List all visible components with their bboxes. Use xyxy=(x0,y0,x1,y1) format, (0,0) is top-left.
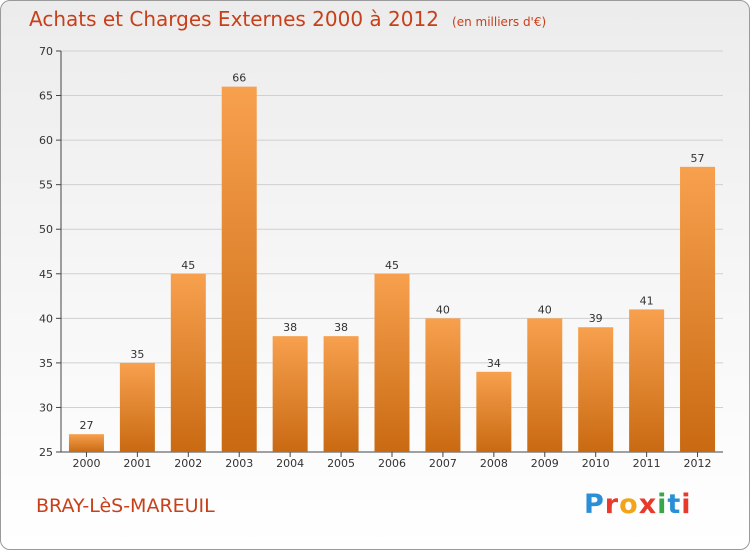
bar-2001 xyxy=(119,362,155,452)
x-tick-label-2012: 2012 xyxy=(684,457,712,470)
x-tick-label-2000: 2000 xyxy=(72,457,100,470)
x-tick-label-2005: 2005 xyxy=(327,457,355,470)
data-label-2001: 35 xyxy=(130,348,144,361)
y-tick-label-35: 35 xyxy=(39,357,53,370)
data-label-2003: 66 xyxy=(232,72,246,85)
town-name: BRAY-LèS-MAREUIL xyxy=(36,495,215,517)
bar-2007 xyxy=(425,318,461,452)
data-label-2006: 45 xyxy=(385,259,399,272)
brand-letter: i xyxy=(657,489,668,520)
bar-2000 xyxy=(68,434,104,452)
y-tick-label-45: 45 xyxy=(39,268,53,281)
bar-2009 xyxy=(527,318,563,452)
brand-letter: x xyxy=(638,489,658,520)
chart-title: Achats et Charges Externes 2000 à 2012 xyxy=(29,7,439,31)
bar-2005 xyxy=(323,336,359,452)
data-label-2007: 40 xyxy=(436,303,450,316)
data-label-2011: 41 xyxy=(640,294,654,307)
y-tick-label-25: 25 xyxy=(39,446,53,459)
y-tick-label-65: 65 xyxy=(39,90,53,103)
brand-logo: Proxiti xyxy=(584,489,692,520)
brand-letter: P xyxy=(584,489,605,520)
x-tick-label-2010: 2010 xyxy=(582,457,610,470)
data-label-2002: 45 xyxy=(181,259,195,272)
brand-letter: o xyxy=(619,489,639,520)
data-label-2005: 38 xyxy=(334,321,348,334)
brand-letter: t xyxy=(667,489,682,520)
x-tick-label-2002: 2002 xyxy=(174,457,202,470)
x-tick-label-2008: 2008 xyxy=(480,457,508,470)
y-tick-label-55: 55 xyxy=(39,179,53,192)
data-label-2008: 34 xyxy=(487,357,501,370)
x-tick-label-2003: 2003 xyxy=(225,457,253,470)
bar-2002 xyxy=(170,273,206,452)
x-tick-label-2011: 2011 xyxy=(633,457,661,470)
bar-2010 xyxy=(578,327,614,452)
data-label-2012: 57 xyxy=(691,152,705,165)
x-tick-label-2006: 2006 xyxy=(378,457,406,470)
data-label-2009: 40 xyxy=(538,303,552,316)
data-label-2010: 39 xyxy=(589,312,603,325)
y-tick-label-70: 70 xyxy=(39,45,53,58)
y-tick-label-50: 50 xyxy=(39,223,53,236)
bar-2008 xyxy=(476,371,512,452)
bar-2012 xyxy=(680,166,716,452)
x-tick-label-2009: 2009 xyxy=(531,457,559,470)
bar-2011 xyxy=(629,309,665,452)
x-tick-label-2004: 2004 xyxy=(276,457,304,470)
bar-2004 xyxy=(272,336,308,452)
bar-2003 xyxy=(221,86,257,453)
brand-letter: i xyxy=(681,489,692,520)
data-label-2004: 38 xyxy=(283,321,297,334)
brand-letter: r xyxy=(604,489,620,520)
y-tick-label-30: 30 xyxy=(39,401,53,414)
x-tick-label-2007: 2007 xyxy=(429,457,457,470)
y-tick-label-60: 60 xyxy=(39,134,53,147)
data-label-2000: 27 xyxy=(79,419,93,432)
x-tick-label-2001: 2001 xyxy=(123,457,151,470)
chart-title-block: Achats et Charges Externes 2000 à 2012 (… xyxy=(29,7,546,31)
chart-unit-note: (en milliers d'€) xyxy=(452,15,547,29)
y-tick-label-40: 40 xyxy=(39,312,53,325)
bar-2006 xyxy=(374,273,410,452)
